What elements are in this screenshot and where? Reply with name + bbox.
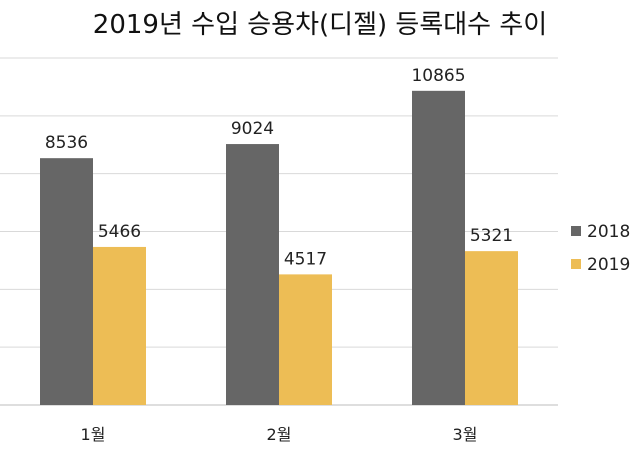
legend-label: 2018 [587, 222, 630, 242]
legend: 2018 2019 [571, 222, 630, 275]
chart-title: 2019년 수입 승용차(디젤) 등록대수 추이 [93, 10, 547, 40]
data-label: 4517 [284, 249, 327, 269]
bars: 8536 5466 9024 4517 10865 5321 [40, 66, 518, 405]
x-tick-label: 1월 [81, 425, 106, 444]
x-tick-label: 3월 [453, 425, 478, 444]
bar-2019-2 [279, 274, 332, 405]
bar-2018-2 [226, 144, 279, 405]
data-label: 9024 [231, 119, 274, 139]
x-tick-label: 2월 [267, 425, 292, 444]
x-axis: 1월 2월 3월 [81, 425, 478, 444]
bar-2019-3 [465, 251, 518, 405]
data-label: 10865 [411, 66, 465, 86]
bar-2019-1 [93, 246, 146, 405]
bar-2018-1 [40, 158, 93, 405]
bar-2018-3 [412, 90, 465, 405]
data-label: 5466 [98, 222, 141, 242]
legend-swatch [571, 226, 581, 236]
legend-label: 2019 [587, 255, 630, 275]
data-label: 5321 [470, 226, 513, 246]
data-label: 8536 [45, 133, 88, 153]
legend-swatch [571, 259, 581, 269]
